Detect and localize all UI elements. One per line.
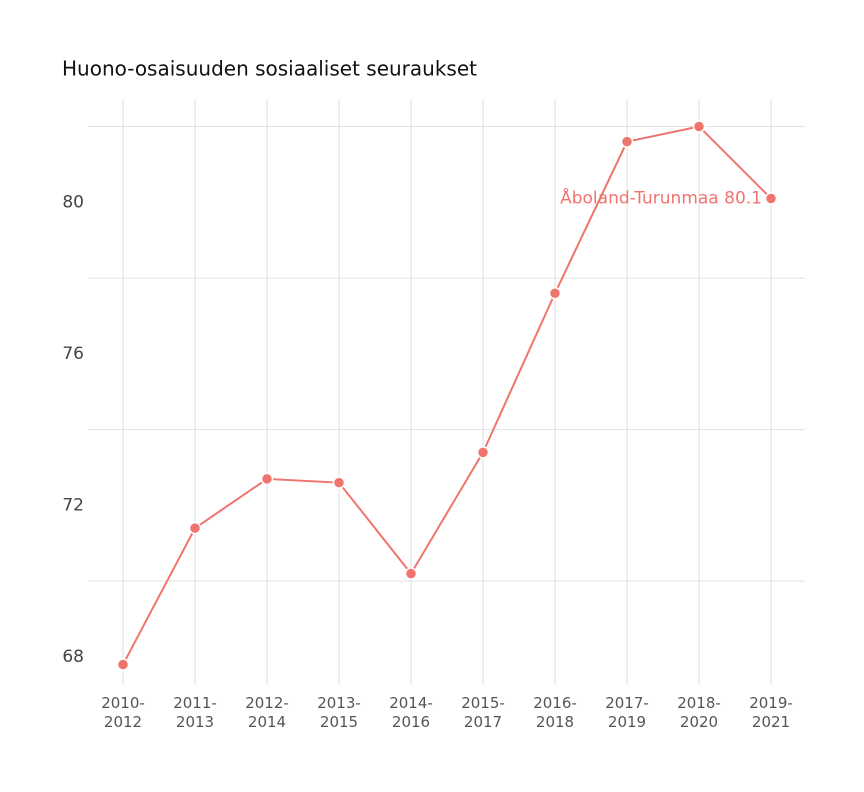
point — [692, 120, 706, 133]
value-label: 80.1 — [724, 189, 762, 209]
x-tick-label: 2019-2021 — [749, 694, 793, 731]
y-tick-label: 68 — [62, 647, 84, 667]
x-tick-label: 2016-2018 — [533, 694, 577, 731]
series-name: Åboland-Turunmaa — [560, 187, 719, 209]
point — [260, 472, 274, 486]
chart-title: Huono-osaisuuden sosiaaliset seuraukset — [62, 57, 477, 81]
point — [476, 446, 490, 459]
x-tick-label: 2010-2012 — [101, 694, 145, 731]
x-tick-label: 2011-2013 — [173, 694, 217, 731]
point — [620, 135, 634, 148]
point — [404, 567, 418, 580]
x-tick-label: 2017-2019 — [605, 694, 649, 731]
line — [122, 125, 772, 666]
end-label: Åboland-Turunmaa 80.1 — [560, 187, 762, 209]
y-tick-label: 72 — [62, 495, 84, 515]
x-tick-label: 2015-2017 — [461, 694, 505, 731]
y-tick-label: 80 — [62, 192, 84, 212]
x-tick-label: 2014-2016 — [389, 694, 433, 731]
x-tick-label: 2012-2014 — [245, 694, 289, 731]
x-tick-label: 2018-2020 — [677, 694, 721, 731]
x-tick-label: 2013-2015 — [317, 694, 361, 731]
point — [764, 192, 778, 205]
point — [188, 521, 202, 535]
point — [116, 658, 130, 671]
point — [332, 476, 346, 489]
y-tick-label: 76 — [62, 344, 84, 364]
point — [548, 286, 562, 300]
